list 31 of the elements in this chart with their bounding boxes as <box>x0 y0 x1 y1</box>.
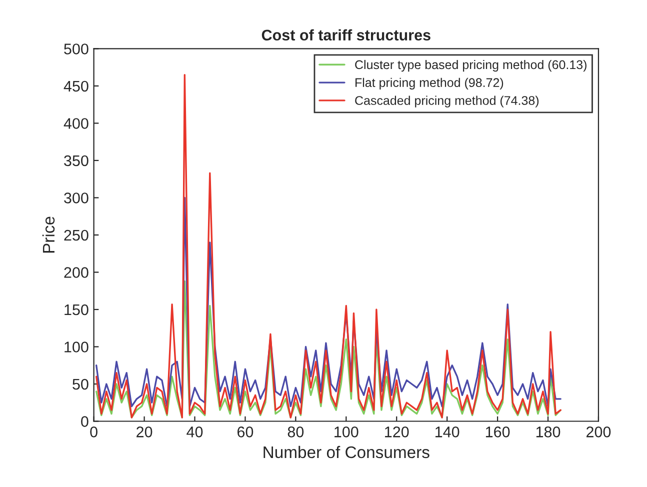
chart-title: Cost of tariff structures <box>262 29 430 41</box>
legend-label: Flat pricing method (98.72) <box>356 78 504 90</box>
y-tick-label: 200 <box>64 267 88 278</box>
line-series <box>96 280 562 418</box>
y-tick-label: 500 <box>64 44 88 54</box>
x-axis-title: Number of Consumers <box>264 446 430 458</box>
y-tick-label: 150 <box>64 304 88 316</box>
x-tick-label: 80 <box>288 426 304 438</box>
x-tick-label: 120 <box>385 426 409 438</box>
y-tick-label: 100 <box>64 342 88 352</box>
x-tick-label: 100 <box>334 426 358 438</box>
x-tick-label: 20 <box>136 426 152 438</box>
x-tick-label: 160 <box>486 426 510 438</box>
x-tick-label: 0 <box>90 426 98 438</box>
line-series <box>96 196 562 408</box>
y-tick-label: 0 <box>81 416 88 427</box>
x-tick-label: 60 <box>237 426 254 438</box>
y-tick-label: 250 <box>64 230 88 241</box>
legend-label: Cascaded pricing method (74.38) <box>355 96 539 108</box>
y-tick-label: 300 <box>64 192 88 204</box>
x-tick-label: 180 <box>536 426 560 438</box>
x-tick-label: 200 <box>586 426 611 438</box>
y-tick-label: 350 <box>64 155 88 166</box>
y-tick-label: 50 <box>72 378 88 390</box>
legend-label: Cluster type based pricing method (60.13) <box>355 60 586 72</box>
line-series <box>96 74 562 418</box>
x-tick-label: 140 <box>436 426 460 438</box>
x-tick-label: 40 <box>186 426 203 438</box>
y-tick-label: 450 <box>64 80 88 92</box>
y-axis-title: Price <box>42 216 55 253</box>
y-tick-label: 400 <box>64 118 88 129</box>
